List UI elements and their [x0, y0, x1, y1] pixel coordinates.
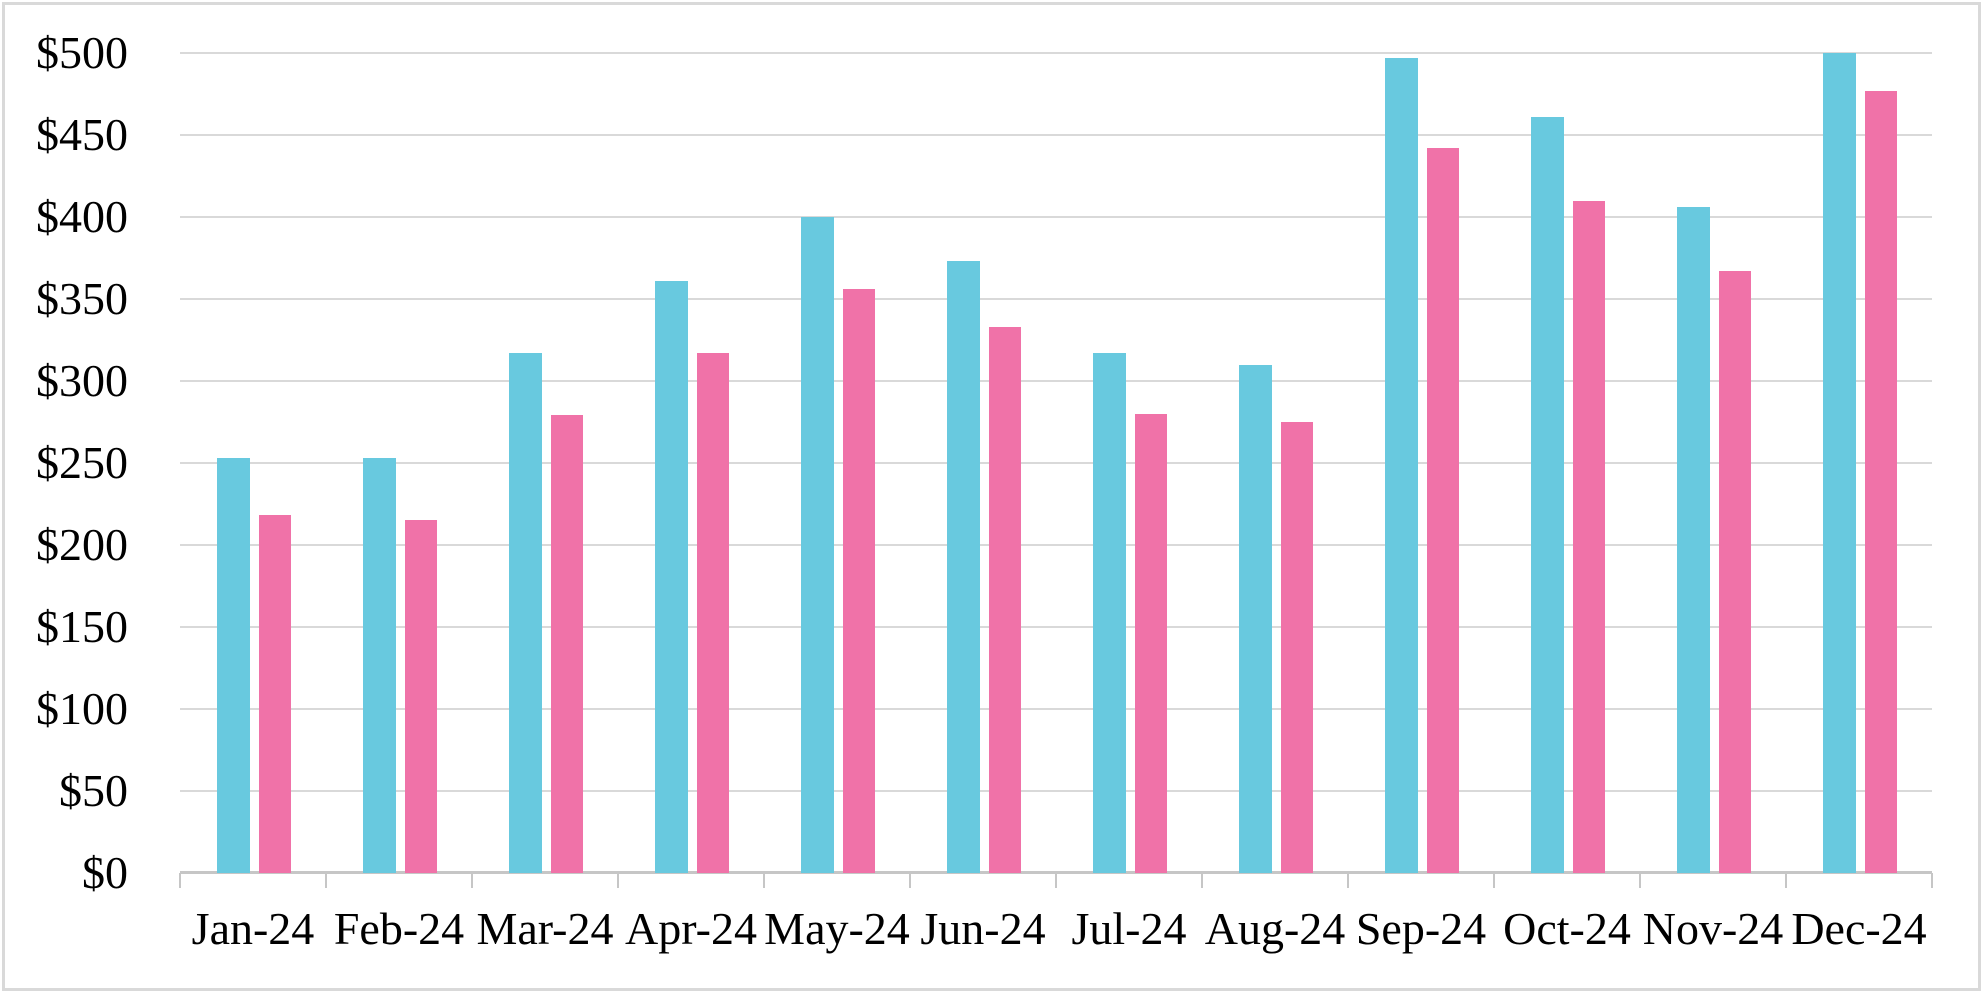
y-axis-tick-label: $500 [36, 27, 128, 78]
x-axis-tick-mark [1347, 873, 1349, 888]
x-axis-category-label: Aug-24 [1204, 903, 1346, 954]
bar-series-1-nov-24 [1677, 207, 1711, 873]
y-axis-tick-label: $250 [36, 437, 128, 488]
bar-series-2-jan-24 [258, 515, 291, 873]
y-axis-tick-label: $300 [36, 355, 128, 406]
gridline [180, 544, 1932, 546]
x-axis-tick-mark [1493, 873, 1495, 888]
x-axis-tick-mark [617, 873, 619, 888]
bar-series-1-sep-24 [1385, 57, 1419, 873]
bar-series-1-aug-24 [1239, 364, 1273, 873]
x-axis-tick-mark [909, 873, 911, 888]
gridline [180, 380, 1932, 382]
bar-series-1-may-24 [801, 217, 835, 873]
bar-series-1-jun-24 [947, 261, 981, 873]
bar-series-1-oct-24 [1531, 116, 1565, 873]
y-axis-tick-label: $0 [82, 847, 128, 898]
x-axis-category-label: Jun-24 [920, 903, 1046, 954]
x-axis-tick-mark [1639, 873, 1641, 888]
gridline [180, 52, 1932, 54]
x-axis-tick-mark [1201, 873, 1203, 888]
x-axis-category-label: Dec-24 [1791, 903, 1927, 954]
x-axis-tick-mark [1931, 873, 1933, 888]
bar-series-2-sep-24 [1426, 148, 1459, 873]
bar-series-1-mar-24 [509, 353, 543, 873]
bar-series-2-aug-24 [1280, 422, 1313, 873]
x-axis-tick-mark [471, 873, 473, 888]
x-axis-category-label: Jan-24 [191, 903, 315, 954]
y-axis-tick-label: $450 [36, 109, 128, 160]
x-axis-category-label: May-24 [764, 903, 910, 954]
bar-series-2-oct-24 [1572, 200, 1605, 873]
bar-series-1-jan-24 [217, 458, 251, 873]
x-axis-line [180, 871, 1932, 874]
gridline [180, 708, 1932, 710]
x-axis-tick-mark [1055, 873, 1057, 888]
bar-series-2-apr-24 [696, 353, 729, 873]
bar-series-1-feb-24 [363, 458, 397, 873]
gridline [180, 790, 1932, 792]
x-axis-category-label: Feb-24 [333, 903, 465, 954]
bar-series-2-nov-24 [1718, 271, 1751, 873]
bar-series-2-feb-24 [404, 520, 437, 873]
x-axis-category-label: Apr-24 [625, 903, 757, 954]
gridline [180, 134, 1932, 136]
bar-series-2-jul-24 [1134, 413, 1167, 873]
x-axis-category-label: Mar-24 [476, 903, 614, 954]
bar-series-2-may-24 [842, 289, 875, 873]
bar-series-2-jun-24 [988, 326, 1021, 873]
x-axis-category-label: Jul-24 [1071, 903, 1187, 954]
y-axis-tick-label: $350 [36, 273, 128, 324]
bar-series-1-apr-24 [655, 280, 689, 873]
y-axis-tick-label: $200 [36, 519, 128, 570]
x-axis-tick-mark [763, 873, 765, 888]
y-axis-tick-label: $150 [36, 601, 128, 652]
bar-series-1-dec-24 [1823, 53, 1857, 873]
bar-series-2-mar-24 [550, 415, 583, 873]
gridline [180, 216, 1932, 218]
gridline [180, 298, 1932, 300]
y-axis-tick-label: $100 [36, 683, 128, 734]
x-axis-tick-mark [179, 873, 181, 888]
plot-area: $0 $50 $100 $150 $200 $250 $300 $350 $400 $450 $50… [36, 27, 1933, 954]
x-axis-category-label: Nov-24 [1642, 903, 1784, 954]
gridline [180, 626, 1932, 628]
x-axis-category-label: Oct-24 [1503, 903, 1631, 954]
gridline [180, 462, 1932, 464]
x-axis-tick-mark [325, 873, 327, 888]
bar-series-2-dec-24 [1864, 90, 1897, 873]
y-axis-tick-label: $50 [59, 765, 128, 816]
x-axis-category-label: Sep-24 [1355, 903, 1487, 954]
bar-series-1-jul-24 [1093, 353, 1127, 873]
y-axis-tick-label: $400 [36, 191, 128, 242]
x-axis-tick-mark [1785, 873, 1787, 888]
